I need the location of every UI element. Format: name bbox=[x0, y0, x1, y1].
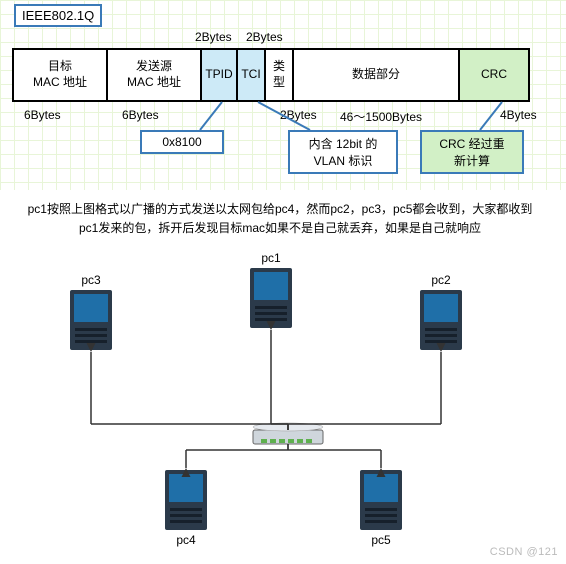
svg-text:pc5: pc5 bbox=[371, 533, 391, 547]
protocol-title: IEEE802.1Q bbox=[14, 4, 102, 27]
field-crc: CRC bbox=[458, 48, 530, 102]
size-type: 2Bytes bbox=[280, 108, 317, 122]
svg-text:pc4: pc4 bbox=[176, 533, 196, 547]
field-data: 数据部分 bbox=[292, 48, 460, 102]
tci-size-label: 2Bytes bbox=[246, 30, 283, 44]
description-text: pc1按照上图格式以广播的方式发送以太网包给pc4，然而pc2，pc3，pc5都… bbox=[20, 200, 540, 238]
anno-crc-note: CRC 经过重 新计算 bbox=[420, 130, 524, 174]
field-tci: TCI bbox=[236, 48, 266, 102]
frame-row: 目标 MAC 地址 发送源 MAC 地址 TPID TCI 类 型 数据部分 C… bbox=[14, 48, 530, 102]
size-src: 6Bytes bbox=[122, 108, 159, 122]
network-svg: pc3 pc1 pc2 pc4 pc5 bbox=[0, 250, 566, 550]
field-dst-mac: 目标 MAC 地址 bbox=[12, 48, 108, 102]
size-crc: 4Bytes bbox=[500, 108, 537, 122]
size-dst: 6Bytes bbox=[24, 108, 61, 122]
svg-text:pc2: pc2 bbox=[431, 273, 451, 287]
tpid-size-label: 2Bytes bbox=[195, 30, 232, 44]
field-tpid: TPID bbox=[200, 48, 238, 102]
anno-tpid-value: 0x8100 bbox=[140, 130, 224, 154]
field-src-mac: 发送源 MAC 地址 bbox=[106, 48, 202, 102]
svg-text:pc3: pc3 bbox=[81, 273, 101, 287]
network-diagram: pc3 pc1 pc2 pc4 pc5 bbox=[0, 250, 566, 550]
watermark: CSDN @121 bbox=[490, 546, 558, 558]
anno-tci-note: 内含 12bit 的 VLAN 标识 bbox=[288, 130, 398, 174]
size-data: 46～1500Bytes bbox=[340, 108, 422, 125]
field-type: 类 型 bbox=[264, 48, 294, 102]
svg-text:pc1: pc1 bbox=[261, 251, 281, 265]
